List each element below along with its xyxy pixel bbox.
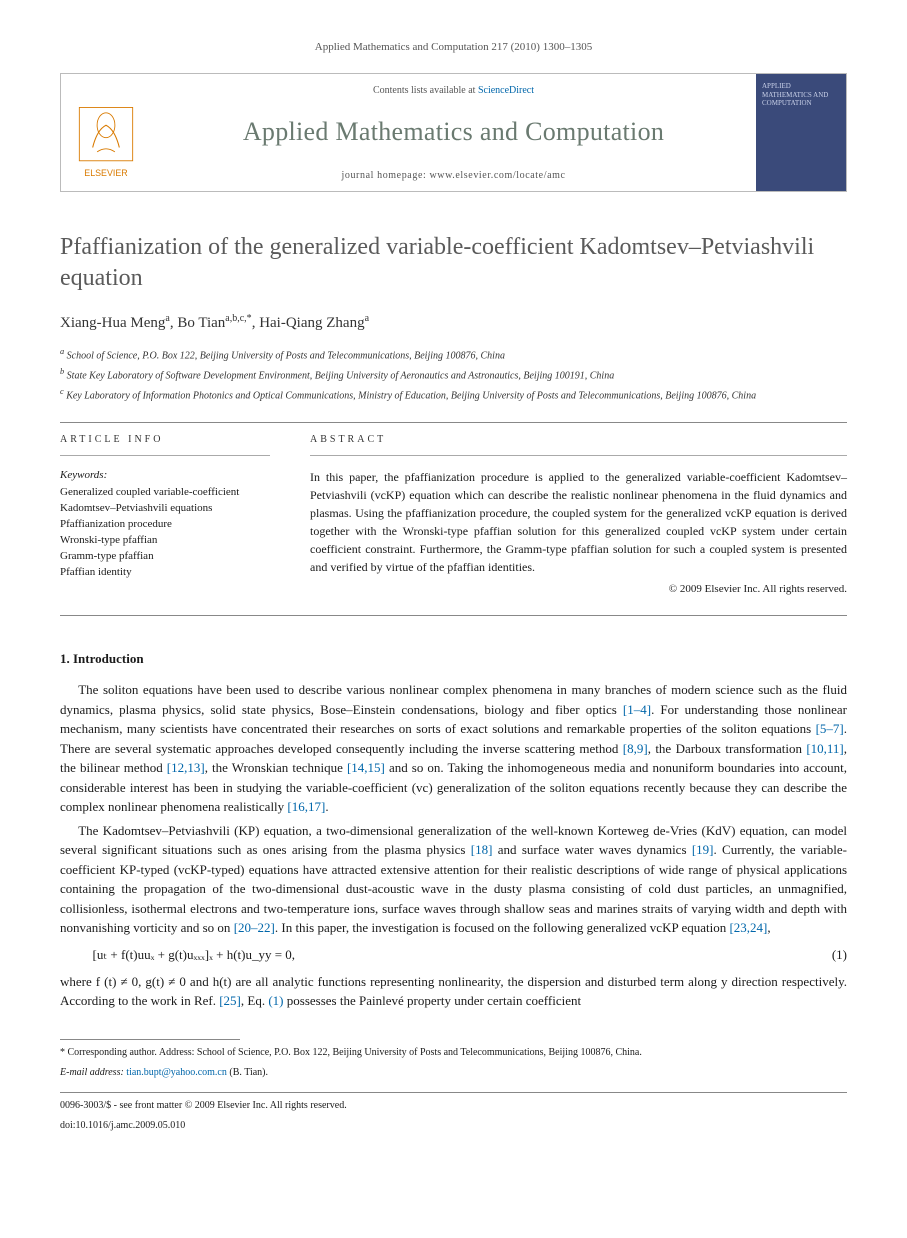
author-3: Hai-Qiang Zhanga [259, 315, 369, 331]
footnote-divider [60, 1039, 240, 1040]
paragraph: The Kadomtsev–Petviashvili (KP) equation… [60, 821, 847, 938]
svg-text:ELSEVIER: ELSEVIER [84, 168, 127, 178]
citation-link[interactable]: [1–4] [623, 702, 651, 717]
keyword: Pfaffianization procedure [60, 517, 270, 533]
bottom-divider [60, 1092, 847, 1093]
affiliation-c: c Key Laboratory of Information Photonic… [60, 386, 847, 404]
divider [60, 615, 847, 616]
issn-line: 0096-3003/$ - see front matter © 2009 El… [60, 1099, 847, 1113]
journal-name: Applied Mathematics and Computation [163, 114, 744, 150]
abstract-copyright: © 2009 Elsevier Inc. All rights reserved… [310, 582, 847, 597]
citation-link[interactable]: [12,13] [167, 760, 205, 775]
affiliation-a: a School of Science, P.O. Box 122, Beiji… [60, 346, 847, 364]
meta-row: ARTICLE INFO Keywords: Generalized coupl… [60, 433, 847, 597]
citation-link[interactable]: [14,15] [347, 760, 385, 775]
citation-link[interactable]: [23,24] [729, 920, 767, 935]
author-2: Bo Tiana,b,c,* [177, 315, 251, 331]
abstract-head: ABSTRACT [310, 433, 847, 456]
abstract-col: ABSTRACT In this paper, the pfaffianizat… [310, 433, 847, 597]
keyword: Generalized coupled variable-coefficient [60, 485, 270, 501]
citation-link[interactable]: [8,9] [623, 741, 648, 756]
keyword: Kadomtsev–Petviashvili equations [60, 501, 270, 517]
authors: Xiang-Hua Menga, Bo Tiana,b,c,*, Hai-Qia… [60, 312, 847, 334]
citation-link[interactable]: [10,11] [806, 741, 843, 756]
citation-link[interactable]: [25] [219, 993, 241, 1008]
citation-link[interactable]: [16,17] [287, 799, 325, 814]
citation-link[interactable]: [20–22] [234, 920, 275, 935]
journal-reference: Applied Mathematics and Computation 217 … [60, 40, 847, 55]
paragraph: The soliton equations have been used to … [60, 680, 847, 817]
equation-number: (1) [832, 946, 847, 964]
citation-link[interactable]: [5–7] [816, 721, 844, 736]
keyword: Wronski-type pfaffian [60, 533, 270, 549]
abstract-text: In this paper, the pfaffianization proce… [310, 468, 847, 576]
divider [60, 422, 847, 423]
doi-line: doi:10.1016/j.amc.2009.05.010 [60, 1119, 847, 1133]
article-title: Pfaffianization of the generalized varia… [60, 232, 847, 294]
sciencedirect-link[interactable]: ScienceDirect [478, 85, 534, 96]
author-1: Xiang-Hua Menga [60, 315, 170, 331]
citation-link[interactable]: [19] [692, 842, 714, 857]
paragraph: where f (t) ≠ 0, g(t) ≠ 0 and h(t) are a… [60, 972, 847, 1011]
section-heading: 1. Introduction [60, 650, 847, 668]
equation-row: [uₜ + f(t)uuₓ + g(t)uₓₓₓ]ₓ + h(t)u_yy = … [60, 946, 847, 964]
equation: [uₜ + f(t)uuₓ + g(t)uₓₓₓ]ₓ + h(t)u_yy = … [60, 946, 832, 964]
keyword: Pfaffian identity [60, 565, 270, 581]
journal-cover-thumb[interactable]: APPLIED MATHEMATICS AND COMPUTATION [756, 74, 846, 190]
contents-line: Contents lists available at ScienceDirec… [163, 84, 744, 98]
keywords-label: Keywords: [60, 468, 270, 483]
publisher-logo[interactable]: ELSEVIER [61, 74, 151, 190]
header-center: Contents lists available at ScienceDirec… [151, 74, 756, 190]
email-link[interactable]: tian.bupt@yahoo.com.cn [126, 1067, 227, 1078]
article-info-col: ARTICLE INFO Keywords: Generalized coupl… [60, 433, 270, 597]
corresponding-author-note: * Corresponding author. Address: School … [60, 1046, 847, 1060]
keyword: Gramm-type pfaffian [60, 549, 270, 565]
article-info-head: ARTICLE INFO [60, 433, 270, 456]
citation-link[interactable]: [18] [471, 842, 493, 857]
email-note: E-mail address: tian.bupt@yahoo.com.cn (… [60, 1066, 847, 1080]
affiliation-b: b State Key Laboratory of Software Devel… [60, 366, 847, 384]
equation-ref-link[interactable]: (1) [268, 993, 283, 1008]
journal-header: ELSEVIER Contents lists available at Sci… [60, 73, 847, 191]
homepage-line: journal homepage: www.elsevier.com/locat… [163, 169, 744, 183]
